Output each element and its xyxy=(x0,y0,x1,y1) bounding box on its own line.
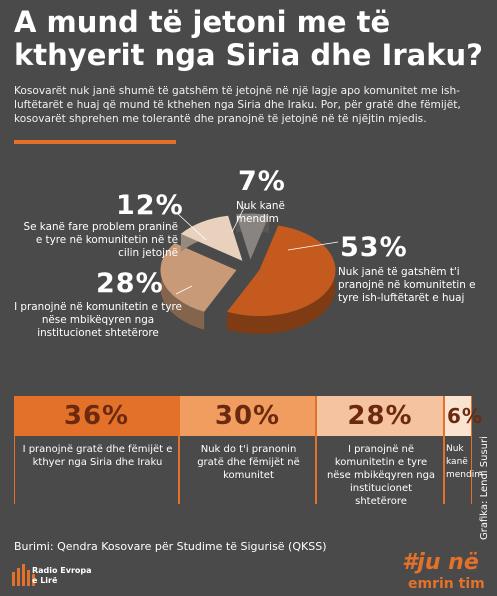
leader-line-1 xyxy=(231,203,247,233)
leader-line-2 xyxy=(177,213,207,241)
source-note: Burimi: Qendra Kosovare për Studime të S… xyxy=(14,540,327,553)
hashtag-line-2: emrin tim xyxy=(408,576,485,592)
pie-label-text-12: Se kanë fare problem praninë e tyre në k… xyxy=(23,221,178,259)
pie-slice-28-top xyxy=(160,243,237,312)
graphics-credit: Grafika: Lendi Susuri xyxy=(479,436,490,540)
strip-value-30: 30% xyxy=(180,396,315,436)
rfe-logo-text: Radio Evropa e Lirë xyxy=(32,566,92,586)
leader-line-3 xyxy=(175,285,193,295)
pie-slice-7 xyxy=(236,213,270,260)
pie-slice-12 xyxy=(180,215,243,261)
percentage-strip: 36% I pranojnë gratë dhe fëmijët e kthye… xyxy=(14,396,483,507)
leader-line-0 xyxy=(287,241,339,251)
pie-slice-53-top xyxy=(227,225,336,317)
rfe-logo-icon xyxy=(12,564,35,586)
pie-slice-7-top xyxy=(236,213,270,260)
title-line-1: A mund të jetoni me të xyxy=(14,5,391,39)
hashtag-line-1: #ju në xyxy=(402,550,479,575)
pie-slice-28 xyxy=(160,243,237,330)
pie-label-text-53: Nuk janë të gatshëm t'i pranojnë në komu… xyxy=(338,266,476,304)
pie-slice-53 xyxy=(227,225,336,334)
accent-divider xyxy=(14,140,176,144)
strip-label-28: I pranojnë në komunitetin e tyre nëse mb… xyxy=(326,444,436,507)
pie-label-pct-12: 12% xyxy=(116,190,184,221)
pie-label-pct-28: 28% xyxy=(96,268,164,299)
pie-label-text-7: Nuk kanë mendim xyxy=(236,200,285,225)
strip-segment-28: 28% I pranojnë në komunitetin e tyre nës… xyxy=(316,396,444,507)
rfe-line-1: Radio Evropa xyxy=(32,566,92,575)
pie-label-pct-7: 7% xyxy=(238,166,286,197)
pie-label-text-28: I pranojnë në komunitetin e tyre nëse mb… xyxy=(14,301,182,339)
rfe-line-2: e Lirë xyxy=(32,576,58,585)
strip-segment-6: 6% Nuk kanë mendim xyxy=(444,396,483,504)
strip-label-6: Nuk kanë mendim xyxy=(446,444,483,480)
strip-value-6: 6% xyxy=(445,396,482,436)
strip-segment-36: 36% I pranojnë gratë dhe fëmijët e kthye… xyxy=(14,396,179,504)
pie-label-pct-53: 53% xyxy=(340,232,408,263)
page-title: A mund të jetoni me të kthyerit nga Siri… xyxy=(14,6,484,72)
pie-slice-28-side xyxy=(160,243,205,330)
strip-value-36: 36% xyxy=(15,396,178,436)
strip-segment-30: 30% Nuk do t'i pranonin gratë dhe fëmijë… xyxy=(179,396,316,504)
pie-slice-12-top xyxy=(180,215,243,261)
lead-paragraph: Kosovarët nuk janë shumë të gatshëm të j… xyxy=(14,85,461,125)
title-line-2: kthyerit nga Siria dhe Iraku? xyxy=(14,38,483,72)
strip-value-28: 28% xyxy=(317,396,443,436)
strip-label-36: I pranojnë gratë dhe fëmijët e kthyer ng… xyxy=(22,444,173,468)
strip-label-30: Nuk do t'i pranonin gratë dhe fëmijët në… xyxy=(197,444,300,481)
